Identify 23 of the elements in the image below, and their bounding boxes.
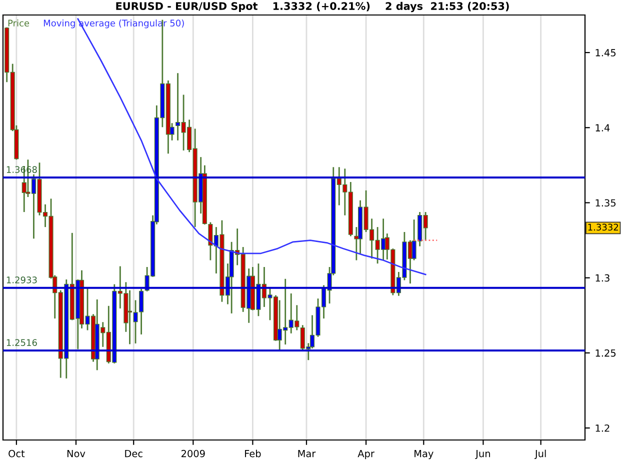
x-tick-label: Feb	[245, 450, 261, 458]
x-tick-label: Mar	[298, 450, 316, 458]
x-tick-label: May	[414, 450, 434, 460]
y-tick-label: 1.25	[596, 349, 616, 357]
ref-line-label: 1.2516	[6, 339, 37, 346]
text: 1.3332	[588, 224, 618, 231]
x-tick-label: 2009	[182, 450, 205, 458]
y-tick-label: 1.35	[596, 199, 616, 207]
chart-title: EURUSD - EUR/USD Spot 1.3332 (+0.21%) 2 days 21:53 (20:53)	[116, 2, 509, 12]
x-tick-label: Jun	[475, 450, 490, 460]
x-tick-label: Dec	[125, 450, 142, 458]
x-tick-label: Apr	[358, 450, 374, 460]
x-tick-label: Nov	[67, 450, 86, 458]
y-tick-label: 1.45	[596, 49, 616, 56]
y-tick-label: 1.4	[596, 124, 610, 132]
x-tick-label: Oct	[8, 450, 25, 458]
y-tick-label: 1.3	[596, 274, 610, 282]
y-tick-label: 1.2	[596, 424, 610, 432]
ref-line-label: 1.2933	[6, 276, 37, 284]
candlestick	[139, 288, 144, 336]
line-series	[77, 18, 426, 276]
x-tick-label: Jul	[534, 450, 546, 460]
series-label: Price	[8, 20, 30, 26]
